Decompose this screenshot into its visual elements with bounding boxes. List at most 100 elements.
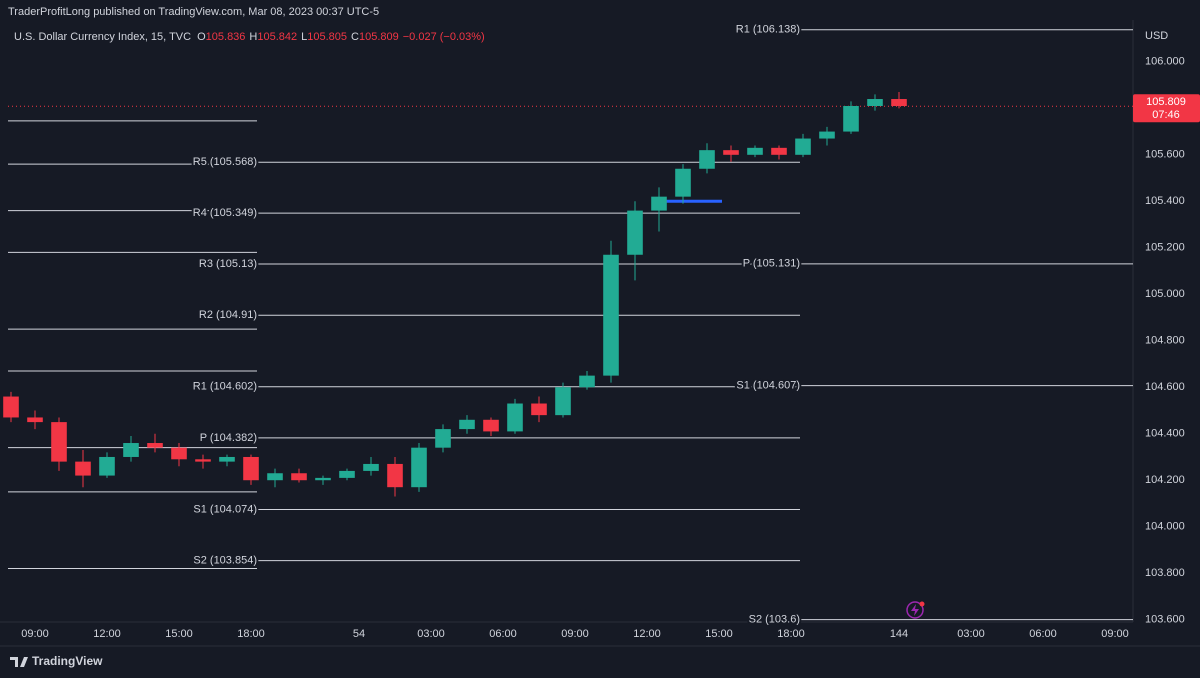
x-tick-label: 06:00 (1029, 628, 1057, 640)
x-tick-label: 09:00 (1101, 628, 1129, 640)
x-tick-label: 06:00 (489, 628, 517, 640)
ohlc-value: 105.842 (257, 31, 298, 43)
x-tick-label: 18:00 (777, 628, 805, 640)
candle-body (339, 470, 355, 478)
x-tick-label: 144 (890, 628, 908, 640)
brand-logo (10, 657, 28, 667)
x-tick-label: 18:00 (237, 628, 265, 640)
candle-body (75, 461, 91, 476)
candle-body (171, 447, 187, 460)
ohlc-value: 105.805 (307, 31, 348, 43)
pivot-label: R2 (104.91) (199, 309, 257, 321)
y-tick-label: 105.400 (1145, 195, 1185, 207)
y-tick-label: 104.600 (1145, 381, 1185, 393)
pivot-label: R4 (105.349) (193, 207, 257, 219)
candle-body (747, 147, 763, 155)
ohlc-key: C (351, 31, 359, 43)
last-price-box (1133, 94, 1200, 123)
x-tick-label: 03:00 (957, 628, 985, 640)
y-tick-label: 104.800 (1145, 335, 1185, 347)
candle-body (627, 210, 643, 255)
y-tick-label: 104.200 (1145, 474, 1185, 486)
last-price-label: 105.809 (1146, 96, 1186, 108)
pivot-label: R1 (104.602) (193, 381, 257, 393)
candle-body (531, 403, 547, 416)
candle-body (3, 396, 19, 418)
candle-body (675, 168, 691, 197)
candle-body (291, 473, 307, 481)
candle-body (603, 254, 619, 376)
candle-body (867, 99, 883, 106)
ohlc-key: L (301, 31, 308, 43)
pivot-label: R5 (105.568) (193, 156, 257, 168)
x-tick-label: 09:00 (21, 628, 49, 640)
ohlc-value: 105.836 (205, 31, 246, 43)
candle-body (51, 422, 67, 462)
pivot-label: R3 (105.13) (199, 258, 257, 270)
candle-body (771, 147, 787, 155)
candle-body (387, 463, 403, 488)
change: −0.027 (−0.03%) (402, 31, 485, 43)
candle-body (27, 417, 43, 423)
x-tick-label: 12:00 (93, 628, 121, 640)
x-tick-label: 15:00 (165, 628, 193, 640)
currency: USD (1145, 30, 1168, 42)
ohlc-value: 105.809 (358, 31, 399, 43)
candle-body (147, 443, 163, 448)
x-tick-label: 12:00 (633, 628, 661, 640)
y-tick-label: 105.600 (1145, 149, 1185, 161)
y-tick-label: 106.000 (1145, 56, 1185, 68)
countdown: 07:46 (1152, 109, 1180, 121)
ohlc: O105.836 H105.842 L105.805 C105.809 (197, 31, 403, 43)
y-tick-label: 103.600 (1145, 614, 1185, 626)
brand: TradingView (32, 654, 103, 668)
pivot-label: R1 (106.138) (736, 24, 800, 36)
y-tick-label: 104.400 (1145, 428, 1185, 440)
ohlc-key: H (249, 31, 258, 43)
candle-body (363, 463, 379, 471)
candle-body (315, 477, 331, 481)
candle-body (195, 459, 211, 462)
legend: U.S. Dollar Currency Index, 15, TVC O105.… (14, 31, 489, 43)
candle-body (435, 429, 451, 448)
x-tick-label: 15:00 (705, 628, 733, 640)
candles (3, 92, 907, 497)
x-tick-label: 09:00 (561, 628, 589, 640)
candle-body (459, 419, 475, 430)
candle-body (579, 375, 595, 388)
symbol-title: U.S. Dollar Currency Index, 15, TVC (14, 31, 192, 43)
candle-body (99, 456, 115, 476)
pivot-label: P (104.382) (200, 432, 257, 444)
publisher: TraderProfitLong published on TradingVie… (8, 6, 380, 18)
candle-body (723, 150, 739, 155)
pivot-label: S2 (103.854) (193, 555, 257, 567)
candle-body (411, 447, 427, 488)
y-tick-label: 105.000 (1145, 288, 1185, 300)
y-tick-label: 104.000 (1145, 521, 1185, 533)
pivot-label: P (105.131) (743, 258, 800, 270)
pivot-label: S1 (104.607) (736, 380, 800, 392)
candle-body (795, 138, 811, 155)
candle-body (243, 456, 259, 481)
candle-body (891, 99, 907, 106)
candle-body (219, 456, 235, 462)
pivot-label: S2 (103.6) (749, 614, 800, 626)
candle-body (555, 387, 571, 416)
candle-body (651, 196, 667, 211)
y-tick-label: 103.800 (1145, 567, 1185, 579)
ohlc-key: O (197, 31, 206, 43)
candle-body (123, 443, 139, 457)
y-tick-label: 105.200 (1145, 242, 1185, 254)
candle-body (483, 419, 499, 432)
x-tick-label: 03:00 (417, 628, 445, 640)
alert-icon (906, 601, 925, 619)
candle-body (699, 150, 715, 169)
pivot-levels: R5 (105.568) R4 (105.349) R3 (105.13) R2 (1… (8, 22, 1133, 628)
candle-body (819, 131, 835, 139)
candle-body (843, 106, 859, 132)
pivot-label: S1 (104.074) (193, 503, 257, 515)
x-tick-label: 54 (353, 628, 365, 640)
